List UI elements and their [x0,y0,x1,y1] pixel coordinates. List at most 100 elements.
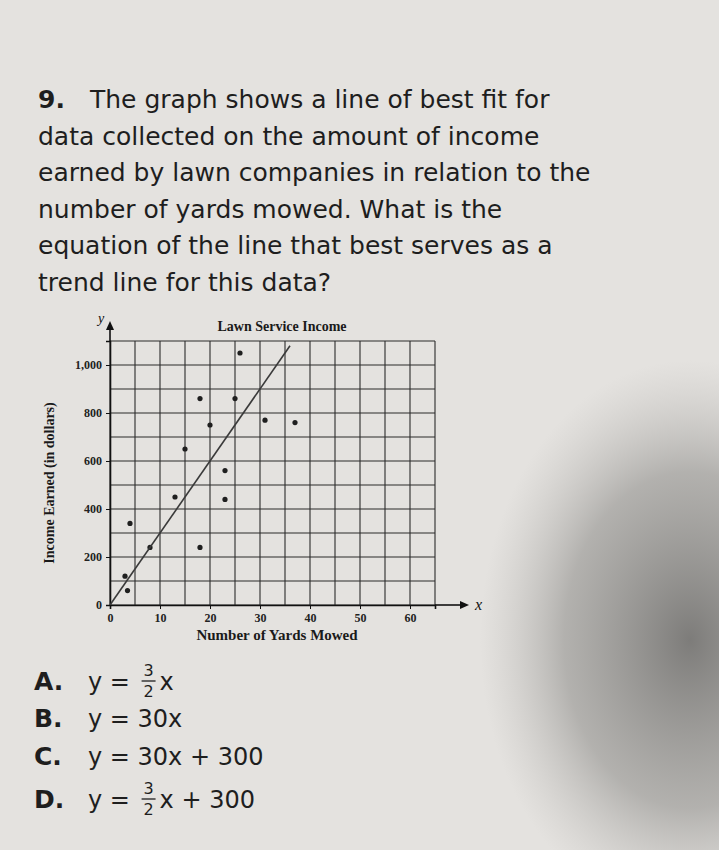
tick-label: 800 [84,406,102,420]
tick: 0 [108,605,114,625]
x-axis-title: Number of Yards Mowed [196,627,358,643]
axis-letter: x [474,596,482,613]
tick-label: 1,000 [75,358,102,372]
tick-mark [106,605,110,606]
minor-grid-line [334,341,335,605]
shadow [480,360,719,850]
axis-arrow-line [435,604,463,606]
choice-text: y = 30x [88,705,182,733]
fraction-denominator: 2 [143,800,153,819]
minor-grid-line [110,436,435,437]
tick-mark [106,557,110,558]
tick-mark [106,461,110,462]
tick-label: 400 [84,502,102,516]
marks [110,346,298,605]
minor-grid-line [110,580,435,581]
fraction-numerator: 3 [143,779,153,798]
tick-label: 40 [305,611,317,625]
tick: 30 [255,605,267,625]
data-point [222,468,227,473]
tick-label: 200 [84,550,102,564]
data-point [222,497,227,502]
tick-mark [106,365,110,366]
data-point [232,396,237,401]
axis-arrow [106,321,114,330]
choice-letter: A. [34,667,63,696]
answer-choice: D.y = 32x + 300 [34,779,255,819]
page: 9. The graph shows a line of best fit for… [0,0,719,850]
question-line: equation of the line that best serves as… [38,231,553,260]
tick-label: 0 [96,598,102,612]
tick-label: 60 [405,611,417,625]
answer-choice: C. y = 30x + 300 [34,742,264,771]
fraction-denominator: 2 [143,682,153,701]
choice-letter: C. [34,742,62,771]
tick-label: 10 [155,611,167,625]
tick-label: 30 [255,611,267,625]
choice-letter: D. [34,785,64,814]
tick: 0 [96,598,110,612]
axis-line [111,606,436,610]
data-point [197,545,202,550]
question-number: 9. [38,85,65,114]
data-point [197,396,202,401]
tick: 1,000 [75,358,110,372]
fraction-numerator: 3 [143,661,153,680]
minor-grid-line [184,341,185,605]
data-point [292,420,297,425]
trend-line [110,346,290,605]
axis-line [106,342,111,606]
minor-grid-line [384,341,385,605]
data-point [122,574,127,579]
y-axis-title: Income Earned (in dollars) [42,402,58,564]
axis-arrow [460,601,469,609]
grid-line [110,508,435,509]
axis-letter: y [96,311,105,326]
grid-line [110,556,435,557]
grid-line [309,341,310,605]
grid-line [159,341,160,605]
tick: 800 [84,406,110,420]
tick: 40 [305,605,317,625]
tick-mark [360,605,361,609]
tick: 600 [84,454,110,468]
minor-grid-line [110,484,435,485]
minor-grid-line [110,340,435,341]
grid-line [110,412,435,413]
question-line: earned by lawn companies in relation to … [38,158,590,187]
chart: 010203040506002004006008001,000xyLawn Se… [42,311,482,643]
question-line: trend line for this data? [38,268,331,297]
tick: 400 [84,502,110,516]
grid-line [409,341,410,605]
question-line: The graph shows a line of best fit for [89,85,550,114]
tick: 50 [355,605,367,625]
minor-grid-line [434,341,435,605]
tick-label: 50 [355,611,367,625]
tick: 200 [84,550,110,564]
tick-label: 20 [205,611,217,625]
question-line: number of yards mowed. What is the [38,195,502,224]
tick-mark [106,509,110,510]
data-point [262,418,267,423]
data-point [237,350,242,355]
tick: 20 [205,605,217,625]
tick: 60 [405,605,417,625]
tick-mark [260,605,261,609]
tick-label: 0 [108,611,114,625]
tick-mark [310,605,311,609]
tick-mark [106,413,110,414]
minor-grid-line [234,341,235,605]
choice-text: y = 30x + 300 [88,743,264,771]
grid-line [110,460,435,461]
tick: 10 [155,605,167,625]
tick-mark [410,605,411,609]
choice-text: y = [88,786,138,814]
tick-label: 600 [84,454,102,468]
chart-title: Lawn Service Income [217,319,346,334]
x-axis: 0 10 20 30 40 50 60 [108,605,436,625]
grid-line [259,341,260,605]
data-point [127,521,132,526]
y-axis: 0 200 400 600 800 1,000 [75,342,111,613]
minor-grid-line [134,341,135,605]
minor-grid-line [284,341,285,605]
